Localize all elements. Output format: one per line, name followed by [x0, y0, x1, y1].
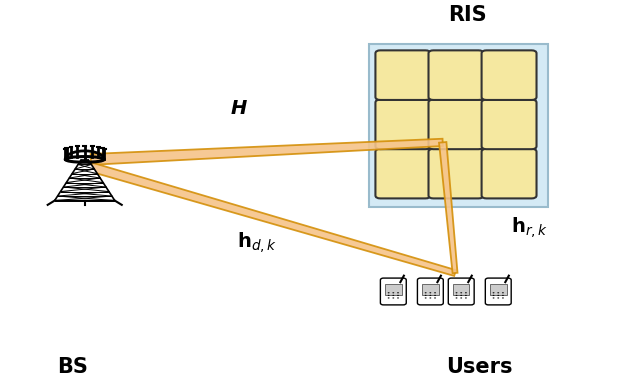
Circle shape	[425, 295, 427, 296]
Circle shape	[460, 297, 462, 298]
Circle shape	[397, 295, 399, 296]
Circle shape	[430, 297, 432, 298]
Circle shape	[456, 297, 458, 298]
Polygon shape	[55, 160, 115, 201]
Polygon shape	[439, 142, 458, 273]
Circle shape	[465, 295, 467, 296]
FancyBboxPatch shape	[376, 50, 430, 100]
Circle shape	[497, 292, 499, 293]
Text: Users: Users	[446, 357, 513, 377]
FancyBboxPatch shape	[428, 100, 484, 149]
Circle shape	[388, 292, 389, 293]
Text: $\mathbf{h}_{r,k}$: $\mathbf{h}_{r,k}$	[511, 215, 547, 240]
Circle shape	[388, 297, 389, 298]
Polygon shape	[89, 163, 456, 276]
FancyBboxPatch shape	[385, 284, 402, 295]
Circle shape	[434, 297, 436, 298]
Circle shape	[388, 295, 389, 296]
Circle shape	[460, 295, 462, 296]
FancyBboxPatch shape	[428, 50, 484, 100]
FancyBboxPatch shape	[490, 284, 507, 295]
FancyBboxPatch shape	[376, 149, 430, 198]
FancyBboxPatch shape	[428, 149, 484, 198]
Circle shape	[493, 297, 495, 298]
FancyBboxPatch shape	[381, 278, 406, 305]
FancyBboxPatch shape	[485, 278, 511, 305]
Circle shape	[434, 292, 436, 293]
Circle shape	[497, 295, 499, 296]
Circle shape	[460, 292, 462, 293]
FancyBboxPatch shape	[453, 284, 469, 295]
Circle shape	[502, 292, 504, 293]
FancyBboxPatch shape	[376, 100, 430, 149]
Text: RIS: RIS	[448, 5, 487, 25]
Circle shape	[397, 297, 399, 298]
Circle shape	[392, 295, 394, 296]
Circle shape	[456, 295, 458, 296]
FancyBboxPatch shape	[482, 149, 536, 198]
Text: $\mathbf{h}_{d,k}$: $\mathbf{h}_{d,k}$	[237, 230, 278, 255]
FancyBboxPatch shape	[422, 284, 438, 295]
Text: H: H	[231, 99, 247, 118]
FancyBboxPatch shape	[448, 278, 474, 305]
Circle shape	[425, 292, 427, 293]
Circle shape	[465, 292, 467, 293]
FancyBboxPatch shape	[482, 100, 536, 149]
Circle shape	[493, 292, 495, 293]
Circle shape	[465, 297, 467, 298]
Circle shape	[430, 292, 432, 293]
Circle shape	[502, 295, 504, 296]
Circle shape	[392, 297, 394, 298]
Polygon shape	[91, 139, 443, 165]
FancyBboxPatch shape	[369, 44, 547, 207]
Circle shape	[430, 295, 432, 296]
Circle shape	[502, 297, 504, 298]
Circle shape	[493, 295, 495, 296]
Circle shape	[497, 297, 499, 298]
Text: BS: BS	[57, 357, 88, 377]
Circle shape	[434, 295, 436, 296]
Circle shape	[456, 292, 458, 293]
Circle shape	[425, 297, 427, 298]
FancyBboxPatch shape	[417, 278, 443, 305]
FancyBboxPatch shape	[482, 50, 536, 100]
Circle shape	[392, 292, 394, 293]
Circle shape	[397, 292, 399, 293]
